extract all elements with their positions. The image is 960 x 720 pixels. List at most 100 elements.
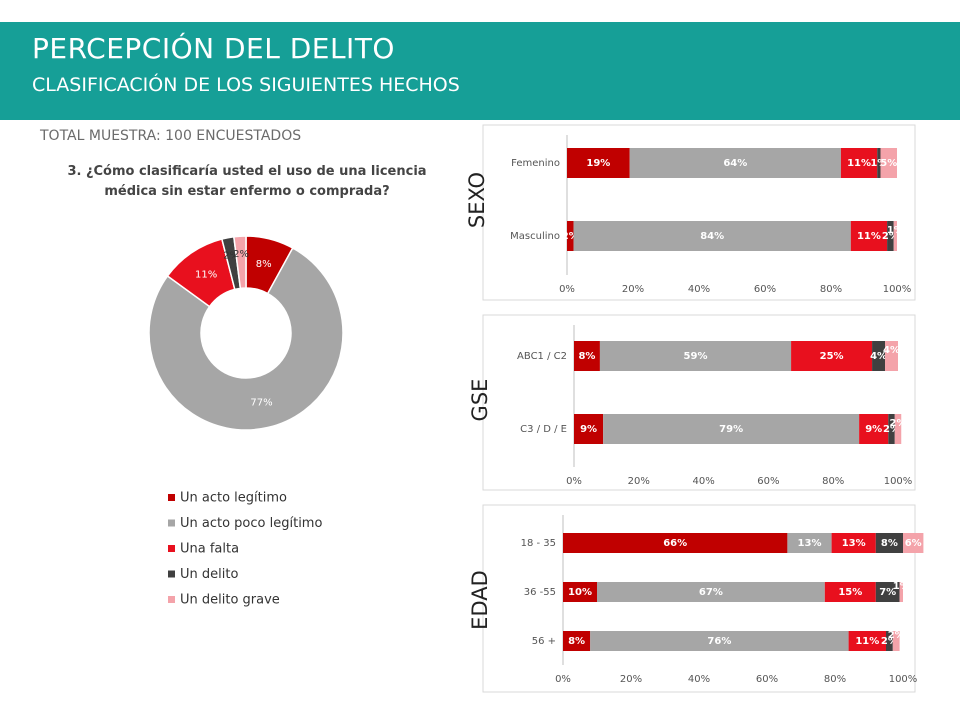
legend-label: Un delito grave (180, 593, 280, 608)
slide-title: PERCEPCIÓN DEL DELITO (32, 32, 395, 65)
bar-segment (563, 533, 788, 553)
legend-label: Un acto poco legítimo (180, 516, 322, 531)
bar-segment (903, 533, 924, 553)
bar-segment (831, 533, 876, 553)
data-label: 8% (578, 351, 595, 362)
bar-segment (791, 341, 873, 371)
x-tick-label: 60% (757, 476, 779, 487)
data-label: 9% (580, 424, 597, 435)
bar-segment (787, 533, 832, 553)
x-tick-label: 100% (884, 476, 913, 487)
x-tick-label: 80% (820, 284, 842, 295)
x-tick-label: 80% (822, 476, 844, 487)
data-label: 2% (233, 249, 249, 260)
bar-segment (599, 341, 792, 371)
x-tick-label: 0% (566, 476, 582, 487)
data-label: 2% (888, 630, 905, 641)
data-label: 25% (820, 351, 844, 362)
data-label: 1% (893, 581, 910, 592)
data-label: 84% (700, 231, 724, 242)
bar-segment (899, 582, 903, 602)
data-label: 11% (855, 636, 879, 647)
legend-swatch (168, 570, 175, 578)
bar-segment (597, 582, 825, 602)
x-tick-label: 60% (756, 674, 778, 685)
data-label: 11% (847, 158, 871, 169)
bar-segment (603, 414, 860, 444)
bar-segment (887, 221, 894, 251)
bar-segment (880, 148, 897, 178)
data-label: 4% (883, 345, 900, 356)
bar-segment (563, 631, 591, 651)
data-label: 8% (568, 636, 585, 647)
data-label: 13% (798, 538, 822, 549)
x-tick-label: 40% (688, 674, 710, 685)
bar-segment (859, 414, 889, 444)
bar-segment (590, 631, 849, 651)
y-tick-label: Femenino (511, 158, 560, 169)
x-tick-label: 100% (883, 284, 912, 295)
donut-title: 3. ¿Cómo clasificaría usted el uso de un… (67, 164, 427, 199)
bar-segment (893, 221, 897, 251)
data-label: 8% (256, 259, 272, 270)
x-tick-label: 40% (688, 284, 710, 295)
data-label: 64% (723, 158, 747, 169)
sample-note: TOTAL MUESTRA: 100 ENCUESTADOS (40, 128, 302, 144)
bar-segment (563, 582, 597, 602)
data-label: 8% (881, 538, 898, 549)
x-tick-label: 60% (754, 284, 776, 295)
y-tick-label: C3 / D / E (520, 424, 567, 435)
bar-segment (840, 148, 878, 178)
y-tick-label: 56 + (532, 636, 556, 647)
bar-segment (574, 341, 600, 371)
x-tick-label: 0% (555, 674, 571, 685)
legend-swatch (168, 494, 175, 501)
data-label: 4% (870, 351, 887, 362)
bar-segment (888, 414, 895, 444)
bar-segment (573, 221, 851, 251)
data-label: 6% (905, 538, 922, 549)
data-label: 77% (250, 397, 272, 408)
data-label: 19% (586, 158, 610, 169)
legend-swatch (168, 596, 175, 603)
data-label: 2% (881, 636, 898, 647)
bar-segment (886, 631, 893, 651)
bar-segment (629, 148, 841, 178)
x-tick-label: 40% (692, 476, 714, 487)
donut-segment (148, 246, 344, 431)
bar-segment (848, 631, 886, 651)
bar-segment (824, 582, 876, 602)
legend-label: Una falta (180, 542, 239, 557)
bar-segment (875, 533, 903, 553)
data-label: 2% (882, 231, 899, 242)
data-label: 9% (865, 424, 882, 435)
data-label: 11% (857, 231, 881, 242)
bar-segment (892, 631, 900, 651)
data-label: 5% (880, 158, 897, 169)
bar-segment (850, 221, 888, 251)
data-label: 2% (890, 418, 907, 429)
donut-segment (233, 235, 247, 290)
bar-segment (574, 414, 604, 444)
data-label: 2% (223, 250, 239, 261)
slide-subtitle: CLASIFICACIÓN DE LOS SIGUIENTES HECHOS (32, 74, 460, 96)
bar-segment (877, 148, 881, 178)
data-label: 76% (707, 636, 731, 647)
axis-title: SEXO (465, 172, 489, 228)
data-label: 2% (562, 231, 579, 242)
data-label: 15% (838, 587, 862, 598)
bar-segment (567, 221, 574, 251)
y-tick-label: 18 - 35 (521, 538, 556, 549)
data-label: 7% (879, 587, 896, 598)
x-tick-label: 20% (622, 284, 644, 295)
data-label: 1% (870, 158, 887, 169)
legend-label: Un delito (180, 567, 238, 582)
bar-segment (875, 582, 900, 602)
x-tick-label: 20% (628, 476, 650, 487)
data-label: 59% (684, 351, 708, 362)
chart-frame (482, 504, 916, 693)
x-tick-label: 80% (824, 674, 846, 685)
bar-segment (872, 341, 886, 371)
